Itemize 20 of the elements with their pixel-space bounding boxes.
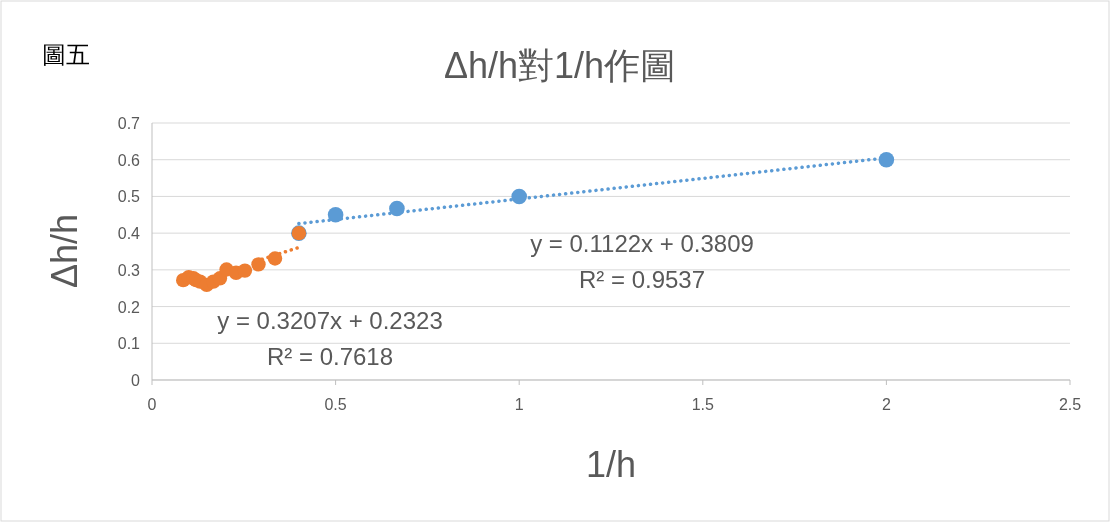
y-tick-label: 0.1 (117, 335, 141, 353)
x-axis-title: 1/h (585, 444, 637, 485)
chart-subtitle: 圖五 (42, 41, 90, 68)
chart-title: Δh/h對1/h作圖 (443, 45, 677, 86)
y-axis-title: Δh/h (44, 213, 85, 289)
x-tick-label: 0.5 (324, 396, 347, 413)
y-tick-label: 0.7 (117, 115, 141, 132)
x-tick-label: 0 (147, 396, 157, 413)
x-tick-label: 2 (881, 396, 891, 413)
y-tick-label: 0.4 (117, 225, 141, 243)
x-tick-label: 1 (514, 396, 524, 413)
y-tick-label: 0 (131, 372, 141, 389)
x-tick-label: 1.5 (691, 396, 715, 413)
x-tick-label: 2.5 (1058, 396, 1082, 413)
y-tick-label: 0.5 (117, 188, 141, 206)
annotation: y = 0.3207x + 0.2323 R² = 0.7618 (217, 307, 443, 370)
y-tick-label: 0.2 (117, 298, 141, 316)
y-tick-label: 0.3 (117, 261, 141, 279)
annotation: y = 0.1122x + 0.3809 R² = 0.9537 (530, 230, 754, 293)
y-tick-label: 0.6 (117, 151, 141, 169)
